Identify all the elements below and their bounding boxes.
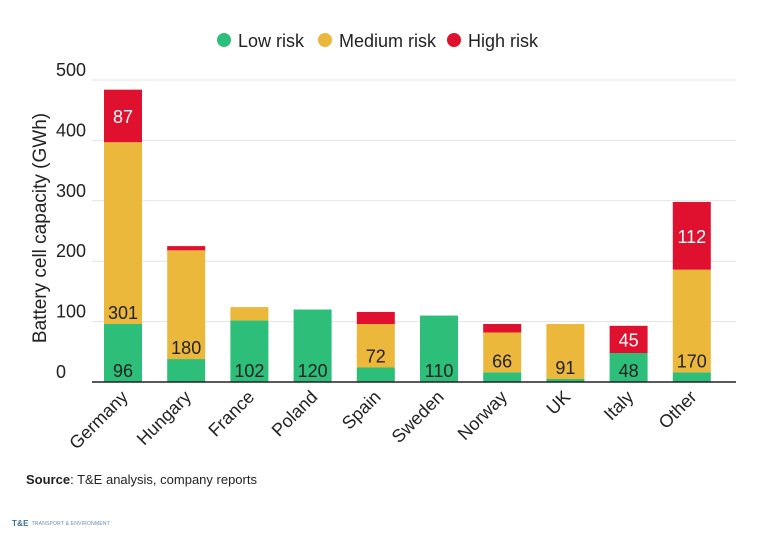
legend-marker-low-risk (217, 33, 231, 47)
data-label-uk-medium-risk: 91 (555, 358, 575, 378)
data-label-poland-low-risk: 120 (298, 361, 328, 381)
source-text: : T&E analysis, company reports (70, 472, 257, 487)
data-label-germany-medium-risk: 301 (108, 303, 138, 323)
data-label-germany-low-risk: 96 (113, 361, 133, 381)
x-tick-label-hungary: Hungary (133, 387, 195, 449)
legend-label-medium-risk: Medium risk (339, 31, 437, 51)
data-label-france-low-risk: 102 (234, 361, 264, 381)
logo-text: TRANSPORT & ENVIRONMENT (31, 520, 110, 527)
x-tick-label-uk: UK (542, 387, 574, 419)
bar-france-low-risk (230, 320, 269, 382)
logo-mark-icon: T&E (12, 519, 29, 528)
bar-uk-low-risk (546, 378, 585, 382)
stacked-bar-chart: 96 301 87 180 102 120 72 110 66 91 48 45 170 112 0 100… (30, 31, 736, 453)
bar-hungary-low-risk (167, 359, 206, 382)
x-axis: Germany Hungary France Poland Spain Sweden Nor… (65, 381, 736, 453)
x-tick-label-sweden: Sweden (388, 387, 448, 447)
bar-other-low-risk (672, 372, 711, 382)
y-axis: 0 100 200 300 400 500 (56, 60, 86, 382)
bar-spain-medium-risk (356, 324, 395, 368)
data-label-germany-high-risk: 87 (113, 107, 133, 127)
x-tick-label-france: France (204, 387, 258, 441)
data-label-other-high-risk: 112 (677, 227, 706, 247)
data-label-italy-low-risk: 48 (619, 361, 639, 381)
bar-spain-low-risk (356, 367, 395, 382)
source-label: Source (26, 472, 71, 487)
bar-italy-high-risk (609, 325, 648, 354)
bar-germany-high-risk (104, 89, 142, 143)
bar-norway-low-risk (483, 372, 522, 382)
data-labels: 96 301 87 180 102 120 72 110 66 91 48 45 170 112 (108, 107, 707, 381)
data-label-italy-high-risk: 45 (619, 330, 639, 350)
organization-logo: T&E TRANSPORT & ENVIRONMENT (12, 519, 110, 528)
y-axis-label: Battery cell capacity (GWh) (30, 113, 51, 343)
bar-norway-high-risk (483, 324, 522, 333)
y-tick-label-300: 300 (56, 181, 86, 201)
bar-germany-medium-risk (104, 142, 142, 325)
y-tick-label-200: 200 (56, 241, 86, 261)
legend-marker-high-risk (447, 33, 461, 47)
legend-label-low-risk: Low risk (238, 31, 305, 51)
bar-other-medium-risk (672, 269, 711, 373)
y-tick-label-400: 400 (56, 120, 86, 140)
bar-spain-high-risk (356, 311, 395, 325)
legend: Low risk Medium risk High risk (217, 31, 539, 51)
x-tick-label-italy: Italy (600, 387, 637, 424)
bar-germany-low-risk (104, 324, 142, 382)
legend-label-high-risk: High risk (468, 31, 539, 51)
bar-uk-medium-risk (546, 324, 585, 379)
bar-sweden-low-risk (420, 315, 458, 382)
legend-marker-medium-risk (318, 33, 332, 47)
y-tick-label-100: 100 (56, 302, 86, 322)
bar-poland-low-risk (293, 309, 332, 382)
data-label-spain-medium-risk: 72 (366, 347, 386, 367)
bar-france-medium-risk (230, 307, 269, 321)
bar-hungary-high-risk (167, 246, 206, 251)
bar-norway-medium-risk (483, 332, 522, 373)
x-tick-label-germany: Germany (65, 387, 131, 453)
data-label-sweden-low-risk: 110 (425, 361, 454, 381)
bars (104, 89, 711, 382)
bar-italy-low-risk (609, 353, 648, 382)
x-tick-label-spain: Spain (338, 387, 385, 434)
y-tick-label-500: 500 (56, 60, 86, 80)
y-tick-label-0: 0 (56, 362, 66, 382)
data-label-other-medium-risk: 170 (677, 351, 707, 371)
x-tick-label-poland: Poland (268, 387, 322, 441)
x-tick-label-norway: Norway (454, 387, 511, 444)
data-label-norway-medium-risk: 66 (492, 351, 512, 371)
source-note: Source: T&E analysis, company reports (26, 472, 257, 487)
bar-hungary-medium-risk (167, 250, 206, 360)
bar-other-high-risk (672, 202, 711, 270)
data-label-hungary-medium-risk: 180 (171, 338, 201, 358)
x-tick-label-other: Other (655, 387, 701, 433)
